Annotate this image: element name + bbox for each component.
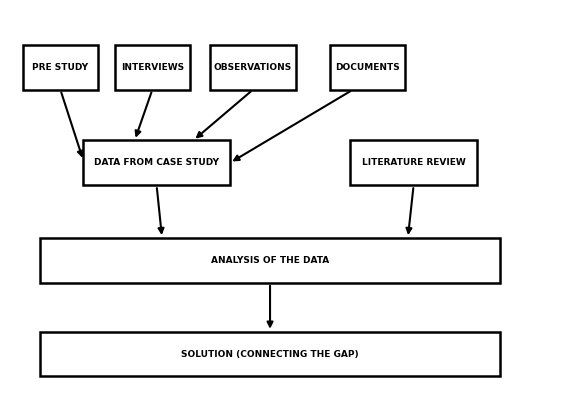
- Text: LITERATURE REVIEW: LITERATURE REVIEW: [362, 158, 465, 168]
- FancyBboxPatch shape: [115, 45, 190, 90]
- FancyBboxPatch shape: [23, 45, 98, 90]
- Text: DATA FROM CASE STUDY: DATA FROM CASE STUDY: [94, 158, 219, 168]
- FancyBboxPatch shape: [40, 238, 500, 283]
- FancyBboxPatch shape: [83, 140, 230, 185]
- FancyBboxPatch shape: [40, 332, 500, 377]
- FancyBboxPatch shape: [210, 45, 296, 90]
- Text: DOCUMENTS: DOCUMENTS: [335, 63, 400, 72]
- Text: ANALYSIS OF THE DATA: ANALYSIS OF THE DATA: [211, 256, 329, 265]
- Text: SOLUTION (CONNECTING THE GAP): SOLUTION (CONNECTING THE GAP): [181, 349, 359, 359]
- FancyBboxPatch shape: [331, 45, 405, 90]
- Text: INTERVIEWS: INTERVIEWS: [121, 63, 184, 72]
- FancyBboxPatch shape: [350, 140, 477, 185]
- Text: OBSERVATIONS: OBSERVATIONS: [214, 63, 292, 72]
- Text: PRE STUDY: PRE STUDY: [32, 63, 88, 72]
